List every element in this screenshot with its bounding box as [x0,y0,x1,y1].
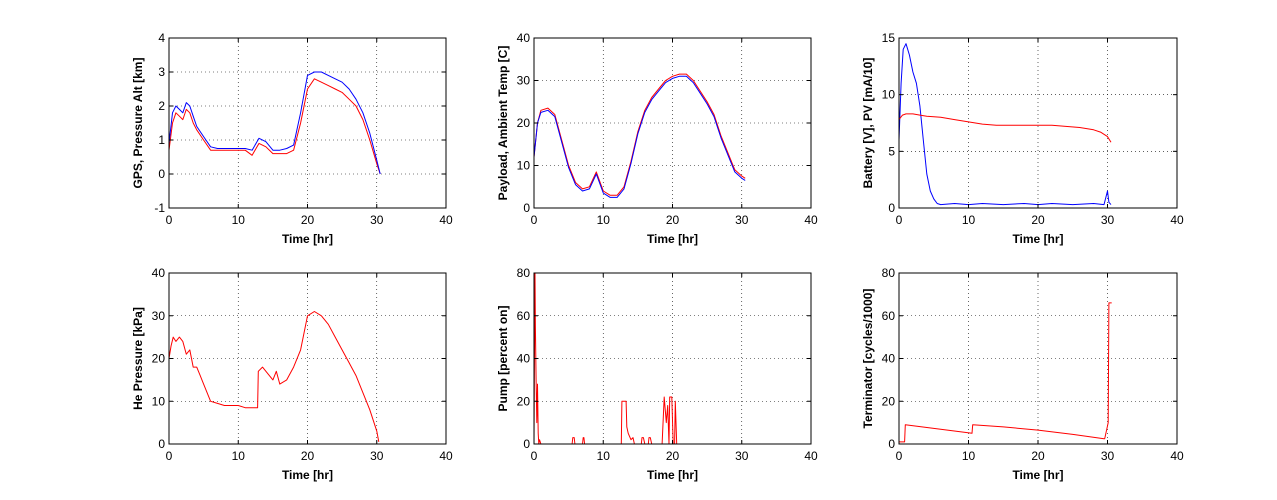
chart-1-x-tick-label: 10 [232,213,246,227]
chart-6-x-tick-label: 20 [1031,449,1045,463]
chart-1-x-tick-label: 40 [439,213,453,227]
chart-3-y-tick-label: 0 [888,201,895,215]
chart-3-y-tick-label: 10 [882,88,896,102]
subplot-pump: 0 10 20 30 40 0 20 40 60 80 Time [hr] Pump [percent… [496,266,818,482]
chart-6-y-tick-label: 40 [882,352,896,366]
chart-1-y-tick-label: 1 [158,133,165,147]
chart-5-x-axis-label: Time [hr] [647,468,698,482]
chart-3-x-tick-label: 20 [1031,213,1045,227]
chart-6-x-tick-label: 30 [1101,449,1115,463]
chart-5-series-1-line [533,272,742,445]
chart-3-y-tick-label: 5 [888,144,895,158]
chart-1-x-tick-label: 30 [370,213,384,227]
subplot-he-pressure: 0 10 20 30 40 0 10 20 30 40 Time [hr] He Pressure [… [131,266,453,482]
chart-2-x-tick-label: 40 [804,213,818,227]
chart-6-x-tick-label: 10 [962,449,976,463]
chart-1-series-2-line [168,71,381,175]
chart-2-y-tick-label: 0 [523,201,530,215]
chart-4-x-tick-label: 30 [370,449,384,463]
subplot-terminator: 0 10 20 30 40 0 20 40 60 80 Time [hr] Terminator [c… [861,266,1184,482]
chart-2-x-tick-label: 0 [531,213,538,227]
chart-4-y-tick-label: 10 [152,394,166,408]
chart-5-x-tick-label: 10 [597,449,611,463]
chart-2-y-tick-label: 20 [517,116,531,130]
chart-4-plot-area [169,273,446,444]
chart-6-x-axis-label: Time [hr] [1012,468,1063,482]
chart-2-x-tick-label: 10 [597,213,611,227]
chart-2-y-tick-label: 30 [517,74,531,88]
chart-5-x-tick-label: 40 [804,449,818,463]
chart-6-y-axis-label: Terminator [cycles/1000] [861,289,875,429]
chart-3-x-tick-label: 30 [1101,213,1115,227]
chart-2-series-1-line [533,73,746,196]
chart-6-x-tick-label: 40 [1170,449,1184,463]
chart-2-x-tick-label: 30 [735,213,749,227]
chart-3-y-tick-label: 15 [882,31,896,45]
chart-6-series-1-line [899,302,1112,443]
chart-4-x-tick-label: 40 [439,449,453,463]
chart-3-x-tick-label: 40 [1170,213,1184,227]
chart-3-series-2-line [898,113,1112,143]
chart-5-x-tick-label: 0 [531,449,538,463]
chart-4-x-tick-label: 20 [301,449,315,463]
chart-4-y-tick-label: 20 [152,352,166,366]
chart-3-x-tick-label: 10 [962,213,976,227]
chart-4-series-1-line [168,311,380,442]
chart-6-y-tick-label: 60 [882,309,896,323]
chart-2-y-tick-label: 10 [517,159,531,173]
chart-1-y-tick-label: 0 [158,167,165,181]
chart-4-y-axis-label: He Pressure [kPa] [131,307,145,410]
chart-5-y-tick-label: 80 [517,266,531,280]
subplot-payload-ambient-temp: 0 10 20 30 40 0 10 20 30 40 Time [hr] Payload, Ambi… [496,31,818,246]
chart-1-x-tick-label: 20 [301,213,315,227]
chart-5-y-tick-label: 0 [523,437,530,451]
chart-2-y-axis-label: Payload, Ambient Temp [C] [496,46,510,201]
chart-1-series-1-line [168,78,381,175]
chart-5-x-tick-label: 20 [666,449,680,463]
chart-6-y-tick-label: 80 [882,266,896,280]
chart-5-y-tick-label: 20 [517,394,531,408]
chart-2-x-axis-label: Time [hr] [647,232,698,246]
chart-4-x-tick-label: 10 [232,449,246,463]
chart-3-y-axis-label: Battery [V], PV [mA/10] [861,58,875,189]
chart-4-y-tick-label: 40 [152,266,166,280]
chart-1-y-tick-label: 4 [158,31,165,45]
chart-5-y-axis-label: Pump [percent on] [496,305,510,411]
chart-3-x-axis-label: Time [hr] [1012,232,1063,246]
chart-2-series-2-line [533,75,746,198]
chart-4-x-tick-label: 0 [166,449,173,463]
chart-3-x-tick-label: 0 [896,213,903,227]
chart-4-y-tick-label: 30 [152,309,166,323]
chart-1-y-tick-label: 2 [158,99,165,113]
chart-1-y-axis-label: GPS, Pressure Alt [km] [131,58,145,189]
subplot-battery-pv: 0 10 20 30 40 0 5 10 15 Time [hr] Battery [V], PV … [861,31,1184,246]
chart-4-x-axis-label: Time [hr] [282,468,333,482]
chart-3-series-1-line [898,43,1112,206]
chart-2-x-tick-label: 20 [666,213,680,227]
chart-6-x-tick-label: 0 [896,449,903,463]
chart-6-y-tick-label: 20 [882,394,896,408]
chart-2-y-tick-label: 40 [517,31,531,45]
chart-5-y-tick-label: 60 [517,309,531,323]
chart-6-y-tick-label: 0 [888,437,895,451]
chart-1-x-axis-label: Time [hr] [282,232,333,246]
chart-5-x-tick-label: 30 [735,449,749,463]
chart-1-y-tick-label: 3 [158,65,165,79]
chart-1-y-tick-label: -1 [154,201,165,215]
chart-4-y-tick-label: 0 [158,437,165,451]
chart-1-x-tick-label: 0 [166,213,173,227]
chart-5-y-tick-label: 40 [517,352,531,366]
